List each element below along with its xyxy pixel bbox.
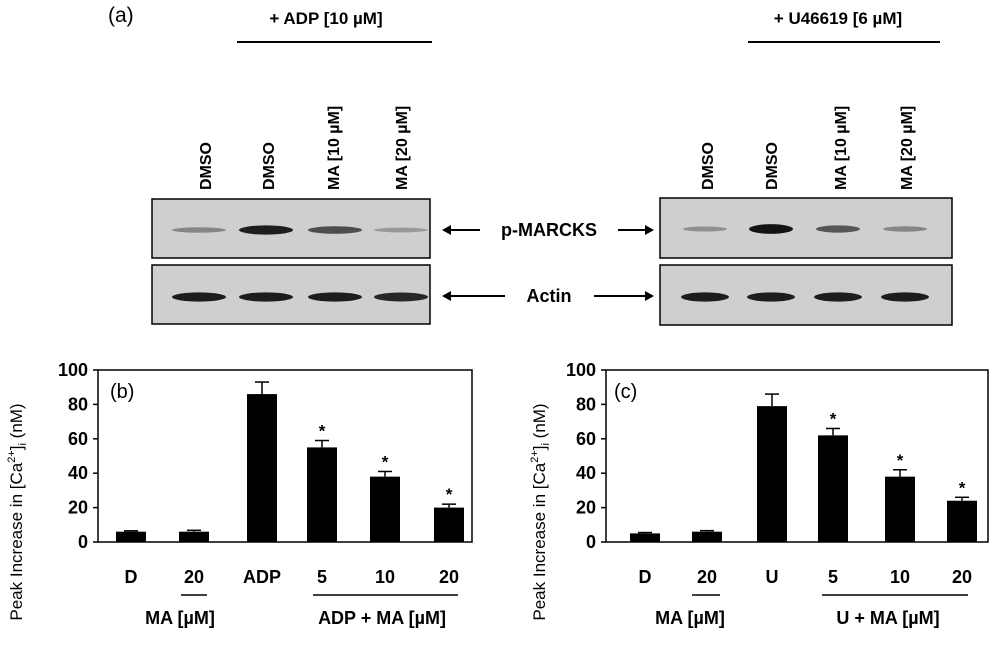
blot-band bbox=[172, 227, 226, 233]
y-tick-label: 80 bbox=[68, 394, 88, 414]
blot-band bbox=[308, 292, 362, 302]
y-tick-label: 40 bbox=[68, 463, 88, 483]
blot-band bbox=[172, 292, 226, 302]
panel-label-a: (a) bbox=[108, 4, 134, 27]
left-lane-labels: DMSO DMSO MA [10 µM] MA [20 µM] bbox=[198, 106, 411, 190]
significance-marker: * bbox=[897, 451, 904, 470]
lane-label: MA [20 µM] bbox=[394, 106, 411, 190]
y-tick-label: 60 bbox=[68, 429, 88, 449]
blot-band bbox=[681, 292, 729, 302]
significance-marker: * bbox=[319, 422, 326, 441]
y-tick-label: 100 bbox=[566, 360, 596, 380]
plot-frame bbox=[97, 369, 473, 543]
panel-label-c: (c) bbox=[614, 381, 637, 403]
x-tick-label: 20 bbox=[184, 567, 204, 587]
blot-band bbox=[749, 224, 793, 234]
group-label-1: MA [µM] bbox=[655, 608, 725, 628]
actin-arrows bbox=[442, 291, 654, 301]
x-tick-label: 5 bbox=[317, 567, 327, 587]
y-tick-label: 60 bbox=[576, 429, 596, 449]
bar bbox=[818, 435, 848, 542]
lane-label: DMSO bbox=[261, 142, 278, 190]
x-tick-label: 10 bbox=[375, 567, 395, 587]
bar bbox=[179, 531, 209, 542]
y-tick-label: 0 bbox=[586, 532, 596, 552]
row-label-actin: Actin bbox=[527, 286, 572, 306]
y-ticks: 0 20 40 60 80 100 bbox=[58, 360, 98, 552]
bar bbox=[630, 533, 660, 542]
group-label-1: MA [µM] bbox=[145, 608, 215, 628]
blot-band bbox=[747, 292, 795, 302]
bar bbox=[247, 394, 277, 542]
x-tick-label: U bbox=[766, 567, 779, 587]
x-tick-label: 20 bbox=[697, 567, 717, 587]
x-tick-label: 20 bbox=[952, 567, 972, 587]
significance-marker: * bbox=[959, 478, 966, 497]
x-tick-label: ADP bbox=[243, 567, 281, 587]
blot-band bbox=[881, 292, 929, 302]
blot-band bbox=[239, 225, 293, 235]
y-tick-label: 80 bbox=[576, 394, 596, 414]
blot-band bbox=[308, 226, 362, 234]
group-label-2: ADP + MA [µM] bbox=[318, 608, 446, 628]
lane-label: MA [20 µM] bbox=[899, 106, 916, 190]
blot-bands bbox=[172, 224, 929, 302]
bar bbox=[434, 507, 464, 542]
plot-frame bbox=[605, 369, 989, 543]
x-tick-label: 10 bbox=[890, 567, 910, 587]
pmarcks-arrows bbox=[442, 225, 654, 235]
x-tick-labels: D 20 U 5 10 20 bbox=[639, 567, 973, 587]
y-tick-label: 20 bbox=[576, 498, 596, 518]
lane-label: MA [10 µM] bbox=[833, 106, 850, 190]
bar bbox=[116, 531, 146, 542]
bar-chart-c: Peak Increase in [Ca2+]i (nM) (c) 0 20 40 6… bbox=[529, 360, 989, 628]
x-tick-label: D bbox=[639, 567, 652, 587]
y-tick-label: 0 bbox=[78, 532, 88, 552]
lane-label: DMSO bbox=[198, 142, 215, 190]
bars: * * * bbox=[116, 381, 464, 542]
blot-band bbox=[239, 292, 293, 302]
blot-band bbox=[816, 225, 860, 233]
significance-marker: * bbox=[382, 452, 389, 471]
blot-panel: (a) + ADP [10 µM] + U46619 [6 µM] DMSO D… bbox=[108, 4, 953, 326]
left-treatment-label: + ADP [10 µM] bbox=[269, 9, 382, 28]
y-tick-label: 20 bbox=[68, 498, 88, 518]
right-lane-labels: DMSO DMSO MA [10 µM] MA [20 µM] bbox=[700, 106, 916, 190]
blot-band bbox=[683, 226, 727, 232]
lane-label: MA [10 µM] bbox=[326, 106, 343, 190]
lane-label: DMSO bbox=[700, 142, 717, 190]
y-tick-label: 100 bbox=[58, 360, 88, 380]
bar bbox=[307, 447, 337, 542]
group-label-2: U + MA [µM] bbox=[836, 608, 939, 628]
bar bbox=[692, 531, 722, 542]
blot-band bbox=[883, 226, 927, 232]
row-label-pmarcks: p-MARCKS bbox=[501, 220, 597, 240]
bar-chart-b: Peak Increase in [Ca2+]i (nM) (b) 0 20 40 6… bbox=[6, 360, 473, 628]
bar bbox=[947, 500, 977, 542]
x-tick-labels: D 20 ADP 5 10 20 bbox=[125, 567, 460, 587]
lane-label: DMSO bbox=[764, 142, 781, 190]
significance-marker: * bbox=[830, 409, 837, 428]
blot-band bbox=[814, 292, 862, 302]
bar bbox=[757, 406, 787, 542]
y-axis-label: Peak Increase in [Ca2+]i (nM) bbox=[529, 403, 552, 620]
x-tick-label: 5 bbox=[828, 567, 838, 587]
bar bbox=[885, 476, 915, 542]
blot-band bbox=[374, 227, 428, 233]
blot-band bbox=[374, 292, 428, 302]
x-tick-label: 20 bbox=[439, 567, 459, 587]
bars: * * * bbox=[630, 393, 977, 542]
bar bbox=[370, 476, 400, 542]
y-tick-label: 40 bbox=[576, 463, 596, 483]
significance-marker: * bbox=[446, 485, 453, 504]
right-treatment-label: + U46619 [6 µM] bbox=[774, 9, 902, 28]
x-tick-label: D bbox=[125, 567, 138, 587]
panel-label-b: (b) bbox=[110, 381, 134, 403]
y-axis-label: Peak Increase in [Ca2+]i (nM) bbox=[6, 403, 29, 620]
y-ticks: 0 20 40 60 80 100 bbox=[566, 360, 606, 552]
